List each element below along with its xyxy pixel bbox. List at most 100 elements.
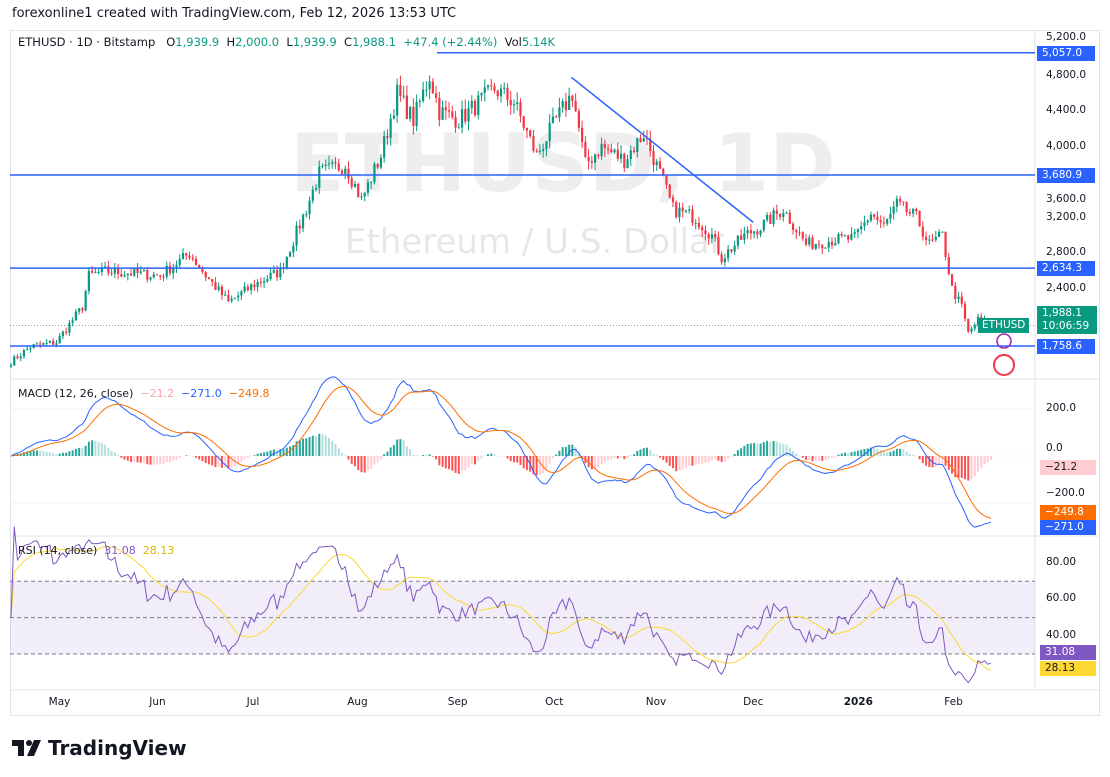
candle-body <box>370 182 373 184</box>
macd-histogram-bar <box>665 456 668 463</box>
candle-body <box>613 149 616 153</box>
macd-histogram-bar <box>295 441 298 456</box>
candle-body <box>444 107 447 111</box>
candle-body <box>733 245 736 252</box>
candle-body <box>740 235 743 240</box>
macd-histogram-bar <box>58 453 61 456</box>
macd-histogram-bar <box>902 449 905 456</box>
macd-signal-value: −249.8 <box>228 387 270 400</box>
macd-histogram-bar <box>308 437 311 456</box>
macd-histogram-bar <box>451 456 454 471</box>
time-axis-label: Sep <box>447 696 468 708</box>
time-axis-label: Dec <box>743 696 764 708</box>
macd-histogram-bar <box>22 452 25 456</box>
macd-histogram-bar <box>464 456 467 471</box>
macd-histogram-bar <box>551 456 554 459</box>
candle-body <box>584 141 587 157</box>
price-axis-label: 4,400.0 <box>1046 104 1087 117</box>
macd-histogram-bar <box>259 452 262 456</box>
macd-histogram-bar <box>246 456 249 459</box>
candle-body <box>597 154 600 157</box>
macd-histogram-bar <box>805 456 808 460</box>
candle-body <box>944 231 947 258</box>
candle-body <box>383 136 386 158</box>
macd-histogram-bar <box>697 456 700 465</box>
macd-histogram-bar <box>558 450 561 456</box>
macd-histogram-bar <box>318 433 321 456</box>
rsi-title[interactable]: RSI (14, close) <box>18 544 98 557</box>
candle-body <box>467 107 470 122</box>
macd-histogram-bar <box>581 456 584 458</box>
candle-body <box>107 266 110 273</box>
macd-histogram-bar <box>32 450 35 456</box>
candle-body <box>860 226 863 230</box>
candle-body <box>762 219 765 231</box>
candle-body <box>639 138 642 142</box>
candle-body <box>568 95 571 110</box>
macd-histogram-bar <box>590 456 593 470</box>
candle-body <box>684 210 688 212</box>
macd-histogram-bar <box>211 456 214 466</box>
candle-body <box>486 85 490 88</box>
macd-histogram-bar <box>905 451 908 456</box>
symbol-info[interactable]: ETHUSD · 1D · Bitstamp <box>18 35 156 49</box>
candle-body <box>152 274 155 278</box>
macd-histogram-bar <box>743 445 746 456</box>
high-value: 2,000.0 <box>235 35 280 49</box>
level-price-tag: 1,758.6 <box>1037 338 1095 354</box>
candle-body <box>318 166 321 189</box>
candle-body <box>879 220 882 223</box>
candle-body <box>188 255 191 258</box>
macd-histogram-bar <box>396 439 399 456</box>
candle-body <box>45 342 48 344</box>
macd-histogram-bar <box>454 456 457 473</box>
macd-histogram-bar <box>45 451 48 456</box>
macd-histogram-bar <box>48 452 51 456</box>
candle-body <box>610 149 613 153</box>
macd-histogram-bar <box>986 456 989 463</box>
candle-body <box>912 209 915 214</box>
candle-body <box>357 183 360 198</box>
macd-histogram-bar <box>178 456 181 458</box>
macd-histogram-bar <box>801 456 804 458</box>
macd-histogram-bar <box>895 448 898 456</box>
candle-body <box>259 281 262 283</box>
macd-histogram-bar <box>594 456 597 469</box>
candle-body <box>263 281 266 283</box>
macd-histogram-bar <box>91 440 94 456</box>
candle-body <box>425 89 428 91</box>
rsi-axis-label: 40.00 <box>1046 628 1077 641</box>
candle-body <box>55 343 58 345</box>
macd-histogram-bar <box>94 440 97 456</box>
candle-body <box>811 237 814 249</box>
macd-histogram-bar <box>266 451 269 456</box>
macd-histogram-bar <box>87 441 90 456</box>
candle-body <box>765 214 769 220</box>
candle-body <box>678 207 681 218</box>
candle-body <box>928 239 931 241</box>
candle-body <box>172 267 175 274</box>
macd-histogram-bar <box>688 456 691 466</box>
macd-histogram-bar <box>175 456 178 460</box>
candle-body <box>950 274 954 286</box>
candle-body <box>866 220 869 223</box>
macd-legend: MACD (12, 26, close) −21.2 −271.0 −249.8 <box>18 387 270 400</box>
candle-body <box>824 247 827 249</box>
macd-histogram-bar <box>240 456 243 463</box>
candle-body <box>285 256 288 269</box>
macd-title[interactable]: MACD (12, 26, close) <box>18 387 134 400</box>
level-price-tag: 3,680.9 <box>1037 168 1095 184</box>
macd-histogram-bar <box>444 456 447 469</box>
candle-body <box>392 115 396 119</box>
macd-histogram-bar <box>710 456 713 461</box>
candle-body <box>295 225 298 246</box>
macd-histogram-bar <box>415 455 418 456</box>
macd-histogram-bar <box>107 447 110 456</box>
candle-body <box>772 210 775 224</box>
candle-body <box>775 210 778 214</box>
tradingview-logo[interactable]: TradingView <box>12 736 187 760</box>
candle-body <box>801 232 804 239</box>
candle-body <box>110 272 113 274</box>
macd-histogram-bar <box>684 456 687 468</box>
